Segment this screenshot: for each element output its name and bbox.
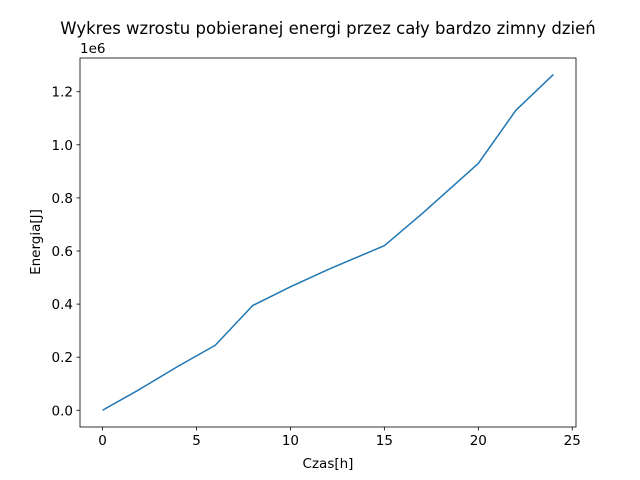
x-axis-label: Czas[h]: [303, 456, 354, 472]
y-tick-label-6: 1.2: [52, 85, 73, 101]
x-tick-label-0: 0: [98, 433, 107, 449]
plot-area: 0 5 10 15 20 25 0.0 0.2 0.4 0.6 0.8 1.0 1.2: [52, 57, 581, 449]
y-tick-label-3: 0.6: [52, 244, 73, 260]
y-tick-label-1: 0.2: [52, 350, 73, 366]
x-tick-label-4: 20: [470, 433, 487, 449]
y-tick-label-4: 0.8: [52, 191, 73, 207]
y-tick-label-2: 0.4: [52, 297, 73, 313]
x-tick-label-3: 15: [376, 433, 393, 449]
y-axis-label: Energia[J]: [28, 209, 44, 275]
y-tick-label-5: 1.0: [52, 138, 73, 154]
axes-frame: [79, 57, 577, 428]
y-tick-label-0: 0.0: [52, 403, 73, 419]
chart-title: Wykres wzrostu pobieranej energi przez c…: [60, 19, 595, 38]
x-tick-label-5: 25: [564, 433, 581, 449]
x-tick-label-2: 10: [282, 433, 299, 449]
series-line-0: [102, 73, 554, 411]
y-offset-label: 1e6: [80, 41, 105, 57]
x-tick-label-1: 5: [192, 433, 201, 449]
